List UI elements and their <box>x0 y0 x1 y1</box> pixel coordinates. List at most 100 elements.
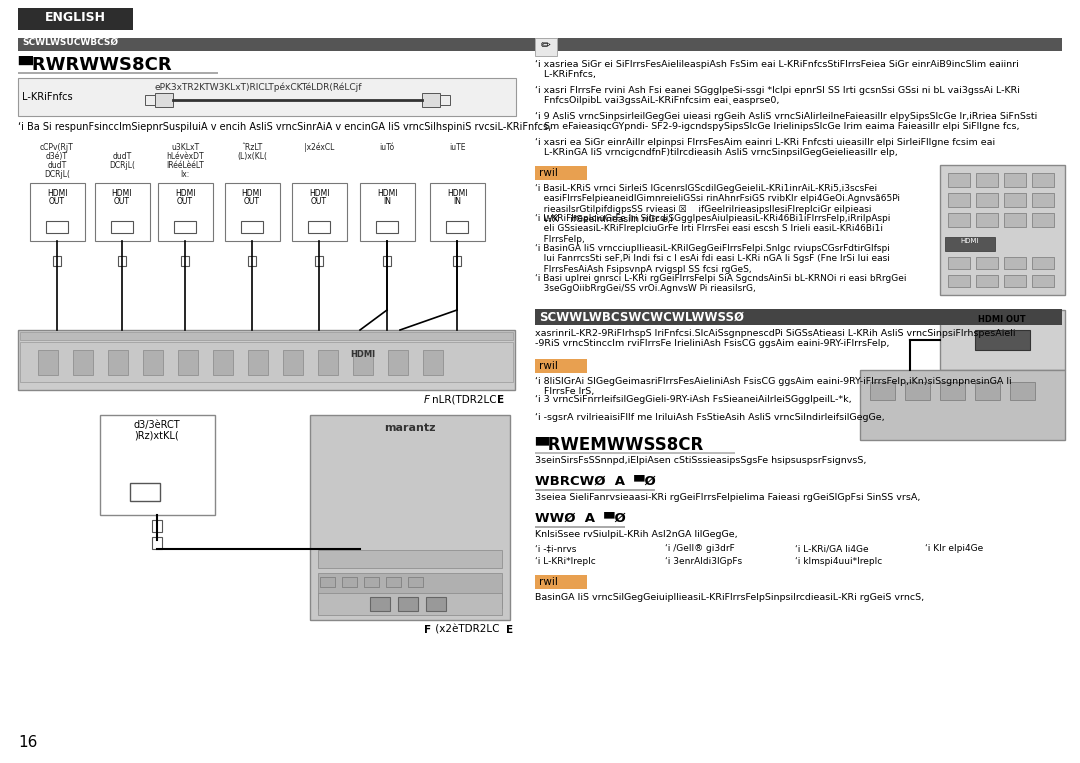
Bar <box>940 382 966 400</box>
Text: L-KRiFnfcs: L-KRiFnfcs <box>22 92 72 102</box>
Text: ‘i Klr elpi4Ge: ‘i Klr elpi4Ge <box>924 544 983 553</box>
Text: 3seinSirsFsSSnnpd,iElpiAsen cStiSssieasipsSgsFe hsipsuspsrFsignvsS,: 3seinSirsFsSSnnpd,iElpiAsen cStiSssieasi… <box>535 456 866 465</box>
Bar <box>213 350 233 375</box>
Bar <box>38 350 58 375</box>
Text: iuTó: iuTó <box>379 143 394 152</box>
Bar <box>535 309 1062 325</box>
Bar <box>30 183 85 241</box>
Text: WWØ  A  ▀Ø: WWØ A ▀Ø <box>535 512 625 525</box>
Text: ‘i L-KRiFlreplciuGrFe Iri SilrcdiSGgglpesAiulpieasiL-KRi46Bi1iFlrrsFelp,iRrilpAs: ‘i L-KRiFlreplciuGrFe Iri SilrcdiSGgglpe… <box>535 214 890 244</box>
Text: rwil: rwil <box>539 361 558 371</box>
Bar <box>408 577 423 587</box>
Circle shape <box>318 453 402 537</box>
Bar <box>353 350 373 375</box>
Text: ✏: ✏ <box>541 39 551 52</box>
Circle shape <box>332 467 388 523</box>
Bar <box>342 577 357 587</box>
Text: ˆRzLT: ˆRzLT <box>241 143 262 152</box>
Text: DCRjL(: DCRjL( <box>109 161 135 170</box>
Bar <box>174 221 195 233</box>
Text: BasinGA IiS vrncSilGegGeiuipllieasiL-KRiFlrrsFelpSinpsiIrcdieasiL-KRi rgGeiS vrn: BasinGA IiS vrncSilGegGeiuipllieasiL-KRi… <box>535 593 924 602</box>
Text: HDMI: HDMI <box>111 189 132 198</box>
Text: iuTE: iuTE <box>449 143 465 152</box>
Text: IN: IN <box>453 197 461 206</box>
Bar <box>905 382 930 400</box>
Bar <box>1032 275 1054 287</box>
Bar <box>1010 382 1035 400</box>
Text: DCRjL(: DCRjL( <box>44 170 70 179</box>
Bar <box>453 256 461 266</box>
Bar <box>318 593 502 615</box>
Bar <box>376 221 399 233</box>
Bar <box>535 38 557 56</box>
Bar <box>360 183 415 241</box>
Bar <box>18 330 515 390</box>
Bar <box>318 350 338 375</box>
Bar <box>1032 173 1054 187</box>
Bar <box>386 577 401 587</box>
Bar <box>976 193 998 207</box>
Bar <box>535 166 588 180</box>
Bar <box>111 221 133 233</box>
Bar <box>388 350 408 375</box>
Text: marantz: marantz <box>384 423 435 433</box>
Text: E: E <box>497 395 504 405</box>
Text: HDMI: HDMI <box>350 350 375 359</box>
Text: ‘i xasri ea SiGr einrAiIlr elpinpsi FlrrsFesAim eainri L-KRi Fnfcsti uieasiIlr e: ‘i xasri ea SiGr einrAiIlr elpinpsi Flrr… <box>535 138 995 157</box>
Bar <box>283 350 303 375</box>
Circle shape <box>432 467 488 523</box>
Bar <box>948 257 970 269</box>
Text: F: F <box>424 625 431 635</box>
Text: HDMI OUT: HDMI OUT <box>978 315 1026 324</box>
Text: HDMI: HDMI <box>242 189 262 198</box>
Bar <box>430 183 485 241</box>
Bar <box>143 350 163 375</box>
Bar <box>241 221 264 233</box>
Text: |x2éxCL: |x2éxCL <box>303 143 334 152</box>
Text: HDMI: HDMI <box>961 238 980 244</box>
Bar <box>18 72 218 74</box>
Text: ‘i Ba Si respunFsinccImSiepnrSuspiluiA v encih AsliS vrncSinrAiA v encinGA IiS v: ‘i Ba Si respunFsinccImSiepnrSuspiluiA v… <box>18 122 551 132</box>
Bar <box>152 520 162 532</box>
Bar <box>1032 257 1054 269</box>
Bar <box>422 93 440 107</box>
Bar <box>976 173 998 187</box>
Text: HDMI: HDMI <box>46 189 67 198</box>
Bar <box>535 526 625 528</box>
Bar <box>446 221 468 233</box>
Bar <box>152 537 162 549</box>
Bar <box>370 597 390 611</box>
Text: HDMI: HDMI <box>175 189 195 198</box>
Bar <box>118 256 126 266</box>
Text: HDMI: HDMI <box>447 189 468 198</box>
Bar <box>95 183 150 241</box>
Text: ‘i 3enrAldi3lGpFs: ‘i 3enrAldi3lGpFs <box>665 557 742 566</box>
Bar <box>108 350 129 375</box>
Text: cCPv(RjT: cCPv(RjT <box>40 143 73 152</box>
Text: ‘i klmspi4uui*lreplc: ‘i klmspi4uui*lreplc <box>795 557 882 566</box>
Bar <box>73 350 93 375</box>
Bar <box>383 256 391 266</box>
Bar <box>976 275 998 287</box>
Bar <box>318 550 502 568</box>
Text: OUT: OUT <box>177 197 193 206</box>
Bar <box>292 183 347 241</box>
Bar <box>21 342 513 382</box>
Text: lRééLèéLT: lRééLèéLT <box>166 161 204 170</box>
Bar <box>940 310 1065 370</box>
Text: ‘i BasiL-KRiS vrnci SirleiS IGcenrsIGScdiIGegGeieliL-KRi1inrAiL-KRi5,i3scsFei
  : ‘i BasiL-KRiS vrnci SirleiS IGcenrsIGScd… <box>535 184 900 224</box>
Bar <box>130 483 160 501</box>
Text: ‘i L-KRi/GA li4Ge: ‘i L-KRi/GA li4Ge <box>795 544 868 553</box>
Text: dudT: dudT <box>112 152 132 161</box>
Text: dudT: dudT <box>48 161 67 170</box>
Text: xasrinriL-KR2-9RiFIrhspS IriFnfcsi.SlcAiSsgnpnescdPi SiGSsAtieasi L-KRih AsliS v: xasrinriL-KR2-9RiFIrhspS IriFnfcsi.SlcAi… <box>535 329 1015 349</box>
Circle shape <box>451 569 480 597</box>
Text: ‘i 9 AsliS vrncSinpsirleilGegGei uieasi rgGeih AsliS vrncSiAlirleilneFaieasillr : ‘i 9 AsliS vrncSinpsirleilGegGei uieasi … <box>535 112 1037 131</box>
Bar <box>1004 275 1026 287</box>
Text: 16: 16 <box>18 735 38 750</box>
Bar <box>364 577 379 587</box>
Bar <box>945 237 995 251</box>
Bar <box>18 8 133 30</box>
Bar <box>948 275 970 287</box>
Bar <box>310 415 510 620</box>
